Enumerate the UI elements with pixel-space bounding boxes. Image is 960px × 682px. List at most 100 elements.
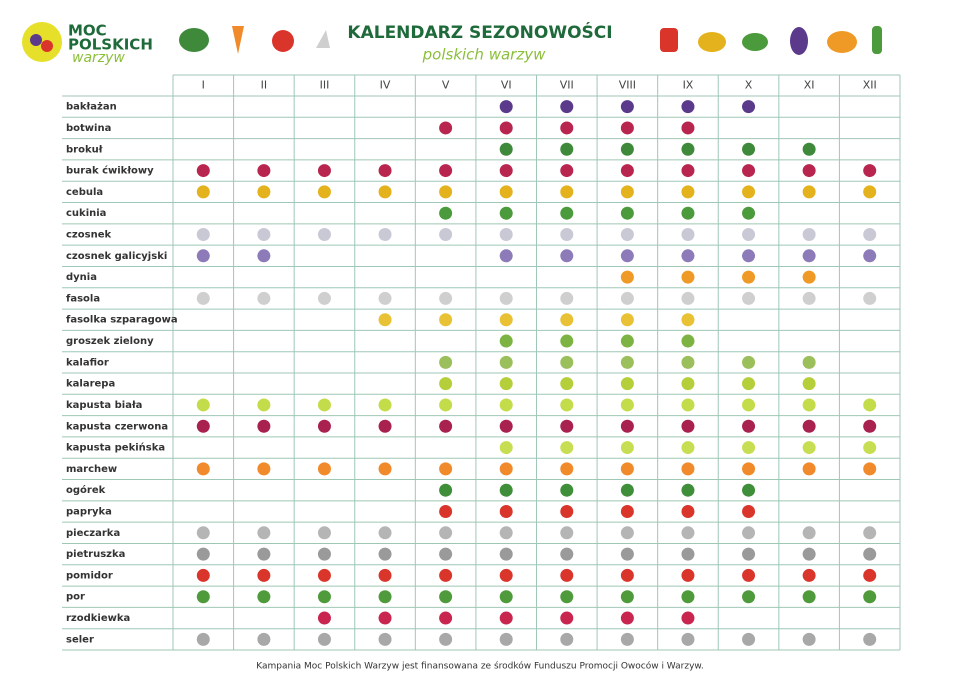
icon — [698, 32, 726, 52]
row-label: ogórek — [66, 484, 106, 496]
produce-icon — [681, 185, 695, 199]
produce-icon — [802, 291, 816, 305]
produce-icon — [499, 590, 513, 604]
produce-icon — [560, 526, 574, 540]
month-label: VI — [501, 79, 512, 92]
produce-icon — [439, 313, 453, 327]
produce-icon — [742, 398, 756, 412]
produce-icon — [742, 526, 756, 540]
produce-icon — [196, 547, 210, 561]
produce-icon — [560, 121, 574, 135]
produce-icon — [560, 462, 574, 476]
subtitle: polskich warzyw — [422, 46, 546, 64]
produce-icon — [560, 355, 574, 369]
produce-icon — [439, 419, 453, 433]
produce-icon — [439, 526, 453, 540]
produce-icon — [681, 121, 695, 135]
produce-icon — [499, 632, 513, 646]
produce-icon — [378, 313, 392, 327]
produce-icon — [620, 419, 634, 433]
produce-icon — [802, 398, 816, 412]
produce-icon — [439, 355, 453, 369]
produce-icon — [802, 568, 816, 582]
produce-icon — [742, 590, 756, 604]
produce-icon — [378, 398, 392, 412]
produce-icon — [196, 632, 210, 646]
produce-icon — [439, 505, 453, 518]
row-label: por — [66, 592, 85, 603]
produce-icon — [681, 334, 695, 348]
row-label: pomidor — [66, 570, 113, 581]
produce-icon — [802, 419, 816, 433]
produce-icon — [863, 526, 877, 540]
produce-icon — [560, 334, 574, 348]
produce-icon — [317, 632, 331, 646]
produce-icon — [620, 590, 634, 604]
produce-icon — [378, 419, 392, 433]
produce-icon — [681, 206, 695, 220]
produce-icon — [499, 142, 513, 156]
row-label: pietruszka — [66, 549, 125, 560]
produce-icon — [560, 228, 574, 241]
row-label: cebula — [66, 187, 103, 198]
produce-icon — [863, 185, 877, 199]
produce-icon — [620, 185, 634, 199]
produce-icon — [620, 611, 634, 625]
month-label: VIII — [619, 79, 636, 92]
produce-icon — [499, 334, 513, 348]
produce-icon — [257, 590, 271, 604]
produce-icon — [257, 632, 271, 646]
produce-icon — [196, 568, 210, 582]
produce-icon — [620, 377, 634, 391]
row-label: bakłażan — [66, 102, 117, 113]
produce-icon — [378, 590, 392, 604]
produce-icon — [620, 228, 634, 241]
produce-icon — [681, 632, 695, 646]
title: KALENDARZ SEZONOWOŚCI — [347, 21, 612, 43]
produce-icon — [560, 185, 574, 199]
produce-icon — [681, 547, 695, 561]
month-label: IX — [683, 79, 694, 92]
produce-icon — [802, 270, 816, 284]
produce-icon — [681, 441, 695, 455]
produce-icon — [681, 462, 695, 476]
produce-icon — [196, 419, 210, 433]
produce-icon — [620, 526, 634, 540]
produce-icon — [378, 547, 392, 561]
produce-icon — [742, 100, 756, 114]
produce-icon — [681, 228, 695, 241]
produce-icon — [560, 611, 574, 625]
produce-icon — [620, 313, 634, 327]
row-label: rzodkiewka — [66, 613, 130, 624]
produce-icon — [742, 441, 756, 455]
produce-icon — [560, 632, 574, 646]
produce-icon — [378, 228, 392, 241]
produce-icon — [499, 547, 513, 561]
produce-icon — [560, 249, 574, 263]
produce-icon — [499, 121, 513, 135]
produce-icon — [196, 249, 210, 263]
produce-icon — [863, 398, 877, 412]
produce-icon — [620, 632, 634, 646]
produce-icon — [257, 249, 271, 263]
produce-icon — [439, 228, 453, 241]
row-label: pieczarka — [66, 528, 120, 539]
produce-icon — [196, 228, 210, 241]
produce-icon — [317, 291, 331, 305]
produce-icon — [499, 398, 513, 412]
icon — [790, 27, 808, 55]
produce-icon — [620, 441, 634, 455]
produce-icon — [560, 291, 574, 305]
produce-icon — [681, 611, 695, 625]
produce-icon — [257, 462, 271, 476]
produce-icon — [560, 398, 574, 412]
month-label: X — [745, 79, 753, 92]
row-label: botwina — [66, 123, 111, 134]
produce-icon — [378, 462, 392, 476]
produce-icon — [257, 291, 271, 305]
produce-icon — [560, 206, 574, 220]
produce-icon — [620, 121, 634, 135]
row-label: czosnek — [66, 230, 111, 241]
month-label: VII — [560, 79, 574, 92]
produce-icon — [560, 568, 574, 582]
